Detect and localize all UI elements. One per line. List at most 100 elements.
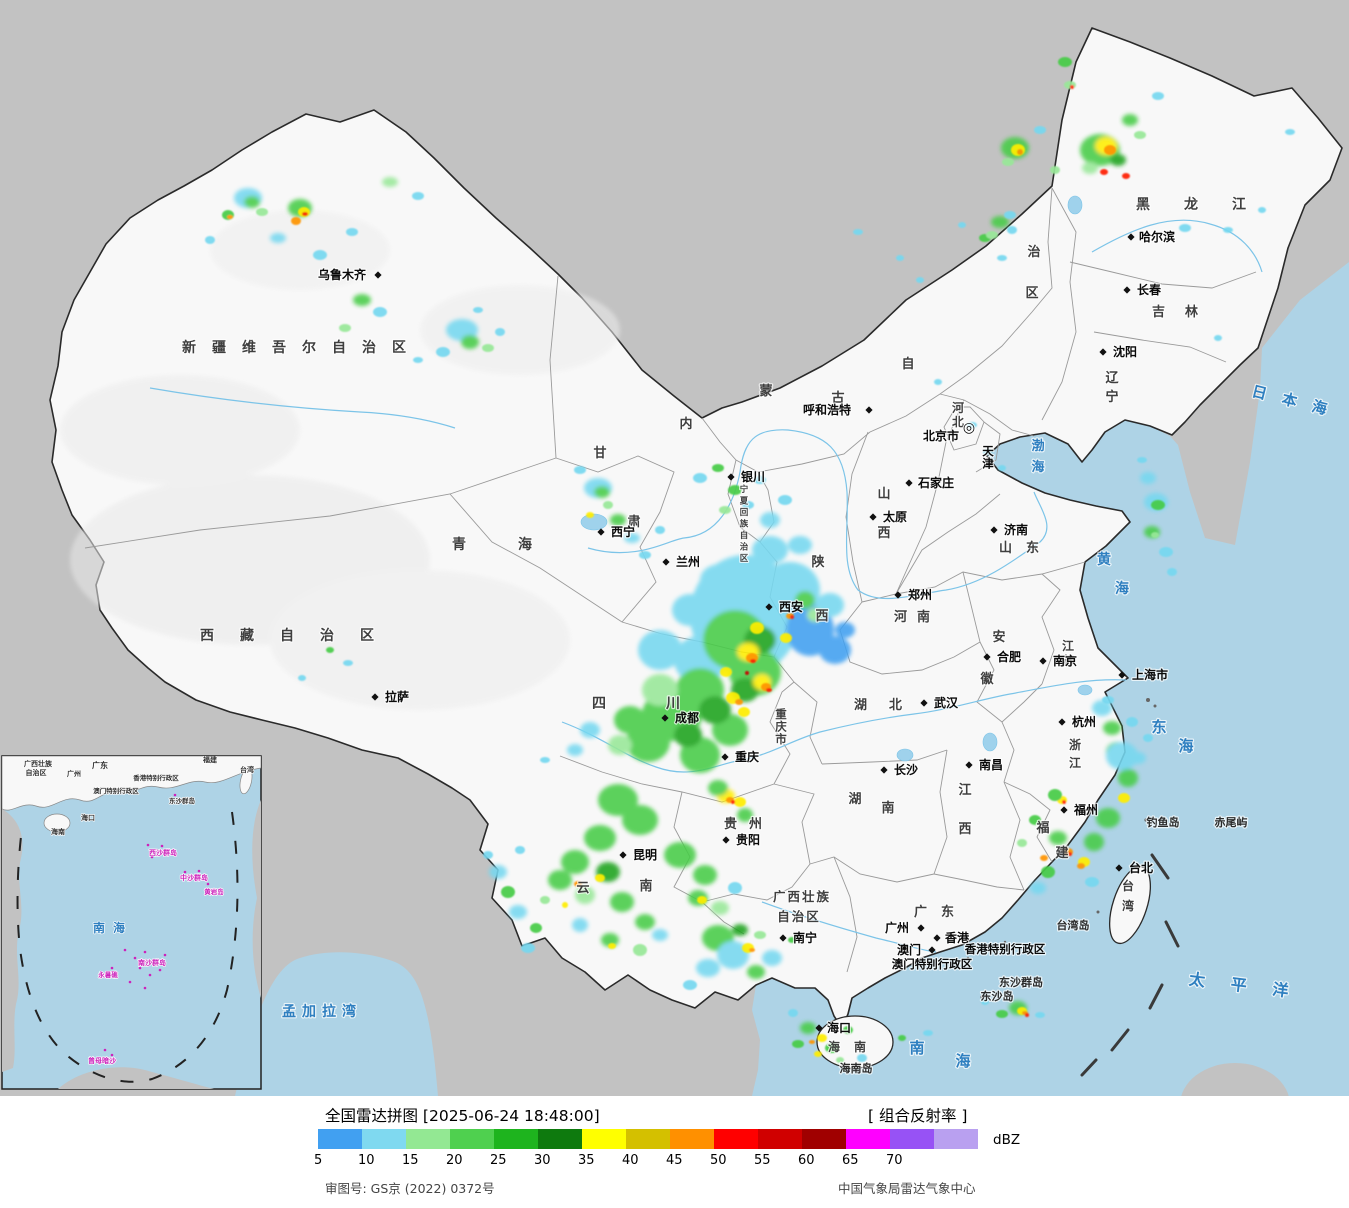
dbz-swatch: 25 bbox=[490, 1129, 538, 1168]
sea-label: 孟加拉湾 bbox=[282, 1003, 362, 1020]
radar-echo bbox=[762, 950, 782, 966]
radar-echo bbox=[760, 512, 780, 528]
sea-label: 渤海 bbox=[1031, 438, 1044, 475]
radar-echo bbox=[413, 357, 423, 363]
radar-echo bbox=[521, 943, 535, 953]
radar-echo bbox=[1143, 734, 1153, 742]
radar-echo bbox=[1130, 752, 1146, 764]
dbz-swatch: 35 bbox=[578, 1129, 626, 1168]
radar-echo bbox=[693, 473, 707, 483]
radar-echo bbox=[742, 501, 754, 509]
radar-echo bbox=[1092, 700, 1112, 716]
radar-echo bbox=[614, 706, 646, 734]
radar-echo bbox=[1029, 815, 1041, 825]
radar-echo bbox=[752, 536, 788, 564]
dbz-swatch: 65 bbox=[842, 1129, 890, 1168]
radar-echo bbox=[353, 294, 371, 306]
radar-echo bbox=[436, 347, 450, 357]
radar-echo bbox=[540, 757, 550, 763]
radar-echo bbox=[343, 660, 353, 666]
radar-echo bbox=[731, 800, 735, 804]
province-label: 海南 bbox=[828, 1039, 880, 1054]
radar-echo bbox=[639, 551, 651, 559]
city-label: 重庆 bbox=[735, 749, 759, 764]
radar-echo bbox=[595, 874, 605, 882]
province-label: 自 bbox=[901, 356, 914, 372]
radar-echo bbox=[795, 591, 815, 609]
dbz-swatch-color bbox=[538, 1129, 582, 1149]
radar-echo bbox=[728, 882, 742, 894]
city-label: 太原 bbox=[883, 509, 907, 524]
city-label: 银川 bbox=[741, 469, 765, 484]
radar-echo bbox=[622, 805, 658, 835]
city-marker-icon bbox=[374, 271, 382, 279]
radar-echo bbox=[339, 324, 351, 332]
city-label: 郑州 bbox=[908, 587, 932, 602]
dbz-swatch-color bbox=[318, 1129, 362, 1149]
inset-label: 黄岩岛 bbox=[204, 887, 224, 896]
city-label: 西宁 bbox=[611, 524, 635, 539]
inset-label: 广西壮族 bbox=[24, 759, 53, 768]
capital-symbol: ◎ bbox=[963, 420, 975, 436]
city-label: 沈阳 bbox=[1113, 344, 1137, 359]
city-marker-icon bbox=[1099, 348, 1107, 356]
radar-echo bbox=[696, 959, 720, 977]
province-label: 古 bbox=[831, 390, 844, 406]
city-marker-icon bbox=[1058, 718, 1066, 726]
inset-label: 台湾 bbox=[240, 765, 254, 774]
radar-echo bbox=[515, 846, 525, 854]
province-label: 肃 bbox=[627, 514, 640, 530]
radar-echo bbox=[382, 177, 398, 187]
province-label: 山东 bbox=[999, 540, 1053, 556]
radar-echo bbox=[1134, 131, 1146, 139]
radar-echo bbox=[835, 622, 855, 638]
radar-echo bbox=[843, 1026, 853, 1034]
city-label: 广州 bbox=[885, 920, 909, 935]
city-marker-icon bbox=[619, 851, 627, 859]
radar-echo bbox=[825, 1043, 839, 1053]
province-label: 南 bbox=[639, 878, 652, 894]
city-marker-icon bbox=[880, 766, 888, 774]
province-label: 广西壮族 bbox=[773, 889, 831, 904]
city-label: 上海市 bbox=[1132, 667, 1168, 682]
radar-echo bbox=[483, 851, 493, 859]
radar-echo bbox=[1179, 224, 1191, 232]
city-marker-icon bbox=[597, 528, 605, 536]
province-label: 青海 bbox=[452, 536, 584, 553]
inset-china-coast bbox=[2, 756, 261, 811]
radar-echo bbox=[601, 933, 619, 947]
radar-echo bbox=[916, 277, 924, 283]
radar-echo bbox=[809, 1040, 815, 1044]
radar-echo bbox=[1034, 126, 1046, 134]
radar-echo bbox=[986, 231, 998, 239]
radar-echo bbox=[412, 192, 424, 200]
radar-echo bbox=[1064, 81, 1076, 89]
radar-echo bbox=[788, 1009, 798, 1017]
radar-echo bbox=[540, 896, 550, 904]
radar-echo bbox=[482, 344, 494, 352]
city-label: 济南 bbox=[1004, 522, 1028, 537]
radar-echo bbox=[222, 210, 234, 220]
city-label: 武汉 bbox=[934, 695, 959, 710]
inset-nine-dash-line bbox=[16, 811, 239, 1083]
radar-echo bbox=[495, 328, 505, 336]
radar-echo bbox=[766, 688, 772, 692]
province-label: 安 bbox=[992, 629, 1005, 645]
dbz-swatch-color bbox=[846, 1129, 890, 1149]
radar-echo bbox=[1096, 808, 1120, 828]
radar-echo bbox=[732, 924, 748, 936]
radar-echo bbox=[1041, 866, 1055, 878]
province-label: 湖北 bbox=[854, 698, 924, 713]
province-label: 辽宁 bbox=[1105, 371, 1119, 405]
radar-echo bbox=[991, 216, 1009, 228]
radar-echo bbox=[635, 914, 655, 930]
dbz-tick-label: 70 bbox=[886, 1153, 903, 1168]
province-label: 宁夏回族自治区 bbox=[739, 484, 749, 564]
radar-echo bbox=[792, 1040, 804, 1048]
province-label: 区 bbox=[1025, 286, 1038, 301]
radar-echo bbox=[1082, 162, 1098, 174]
city-label: 贵阳 bbox=[736, 832, 760, 847]
city-label: 呼和浩特 bbox=[803, 402, 851, 417]
